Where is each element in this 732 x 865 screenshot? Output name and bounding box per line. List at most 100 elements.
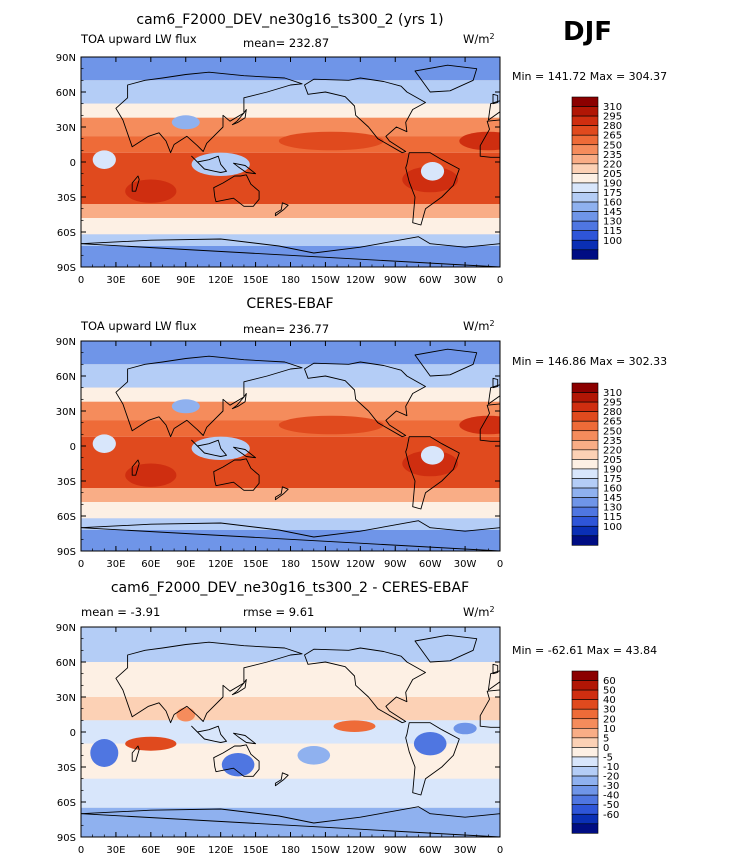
colorbar-label: 220	[603, 445, 622, 456]
x-tick-label: 120W	[346, 845, 375, 856]
contour-band	[81, 218, 500, 235]
y-tick-label: 90N	[56, 623, 76, 634]
contour-cell	[125, 736, 177, 751]
x-tick-label: 0	[78, 559, 84, 570]
coastlines	[81, 348, 500, 551]
colorbar-label: 20	[603, 714, 616, 725]
colorbar-label: 100	[603, 522, 622, 533]
x-tick-label: 0	[497, 845, 503, 856]
contour-fill	[81, 627, 500, 837]
coastline-indonesia	[191, 439, 227, 457]
minmax-label: Min = 141.72 Max = 304.37	[512, 70, 667, 83]
units-label: W/m2	[463, 32, 495, 46]
contour-cell	[333, 720, 376, 732]
colorbar-label: 10	[603, 724, 616, 735]
colorbar-segment	[571, 173, 599, 184]
colorbar-label: -30	[603, 781, 619, 792]
colorbar-segment	[571, 680, 599, 691]
y-tick-label: 60N	[56, 372, 76, 383]
x-tick-label: 90W	[384, 559, 407, 570]
y-tick-label: 30S	[57, 477, 76, 488]
minmax-label: Min = -62.61 Max = 43.84	[512, 644, 657, 657]
colorbar-segment	[571, 154, 599, 165]
contour-cell	[125, 463, 177, 487]
colorbar-segment	[571, 813, 599, 825]
y-tick-label: 30S	[57, 193, 76, 204]
x-tick-label: 30E	[106, 845, 125, 856]
contour-band	[81, 518, 500, 530]
colorbar-segment	[571, 506, 599, 517]
coastline-japan	[231, 393, 247, 410]
colorbar-label: 190	[603, 464, 622, 475]
colorbar-label: 250	[603, 426, 622, 437]
y-tick-label: 0	[70, 158, 76, 169]
colorbar-label: 295	[603, 398, 622, 409]
x-tick-label: 60W	[419, 559, 442, 570]
y-tick-label: 90S	[57, 263, 76, 274]
y-tick-label: 30N	[56, 407, 76, 418]
colorbar-segment	[571, 756, 599, 767]
coastline-antarctica	[81, 520, 500, 551]
contour-fill	[81, 341, 500, 551]
x-tick-label: 0	[497, 275, 503, 286]
colorbar-segment	[571, 747, 599, 758]
colorbar: 3102952802652502352202051901751601451301…	[571, 96, 622, 260]
coastline-japan	[231, 109, 247, 126]
coastlines	[81, 64, 500, 267]
coastline-antarctica	[81, 236, 500, 267]
colorbar-label: 0	[603, 743, 609, 754]
contour-cell	[92, 150, 116, 169]
colorbar-label: 145	[603, 207, 622, 218]
colorbar-label: 175	[603, 188, 622, 199]
x-tick-label: 90E	[176, 275, 195, 286]
colorbar-segment	[571, 220, 599, 231]
colorbar-label: -60	[603, 810, 619, 821]
contour-band	[81, 697, 500, 721]
colorbar-label: 60	[603, 676, 616, 687]
colorbar-label: 100	[603, 236, 622, 247]
contour-band	[81, 436, 500, 453]
coastline-uk	[492, 663, 499, 675]
colorbar-label: 160	[603, 484, 622, 495]
map-field	[81, 341, 500, 551]
coastline-namerica	[304, 77, 426, 154]
coastline-new-zealand	[274, 772, 289, 787]
contour-cell	[90, 739, 119, 767]
coastline-samerica	[405, 436, 460, 510]
y-tick-label: 0	[70, 728, 76, 739]
x-tick-label: 150W	[311, 845, 340, 856]
colorbar-label: -40	[603, 791, 619, 802]
colorbar-label: 265	[603, 131, 622, 142]
colorbar-segment	[571, 182, 599, 193]
contour-cell	[420, 162, 445, 181]
x-tick-label: 30W	[454, 845, 477, 856]
season-label: DJF	[563, 17, 612, 47]
colorbar-label: 5	[603, 733, 609, 744]
colorbar-segment	[571, 708, 599, 720]
x-tick-label: 180	[281, 275, 300, 286]
contour-cell	[171, 115, 200, 130]
x-tick-label: 30W	[454, 559, 477, 570]
y-tick-label: 30S	[57, 763, 76, 774]
contour-band	[81, 364, 500, 388]
y-tick-label: 60N	[56, 658, 76, 669]
coastline-asia	[115, 71, 303, 154]
coastline-australia	[213, 744, 260, 777]
y-tick-label: 60N	[56, 88, 76, 99]
coastline-uk	[492, 377, 499, 389]
coastline-new-zealand	[274, 486, 289, 501]
contour-cell	[420, 446, 445, 465]
x-axis: 0 30E 60E 90E 120E 150E 180 150W 120W 90W 60W 30W 0	[78, 341, 503, 570]
x-tick-label: 60E	[141, 845, 160, 856]
colorbar-segment	[571, 439, 599, 451]
colorbar-label: 190	[603, 178, 622, 189]
colorbar-label: 310	[603, 388, 622, 399]
x-tick-label: 150W	[311, 559, 340, 570]
y-tick-label: 30N	[56, 123, 76, 134]
colorbar-segment	[571, 163, 599, 174]
y-tick-label: 30N	[56, 693, 76, 704]
colorbar-segment	[571, 794, 599, 806]
contour-band	[81, 401, 500, 421]
colorbar-label: 30	[603, 705, 616, 716]
colorbar-segment	[571, 459, 599, 470]
